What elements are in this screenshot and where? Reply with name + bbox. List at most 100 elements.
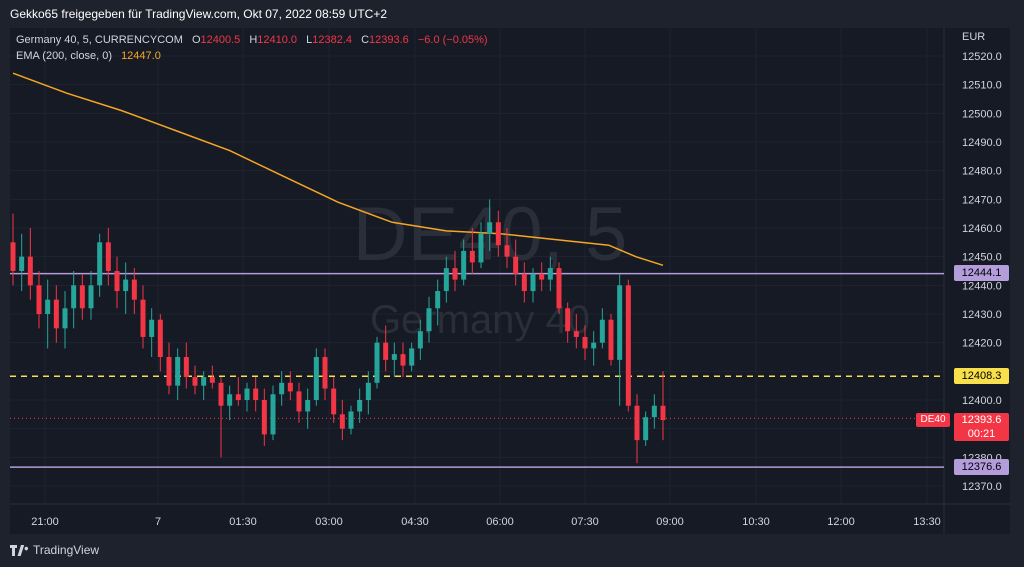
candle-body xyxy=(209,377,215,383)
candle-body xyxy=(400,354,406,366)
candle-body xyxy=(88,285,94,309)
candle-body xyxy=(391,354,397,360)
time-tick-label: 7 xyxy=(155,516,161,528)
candle-body xyxy=(660,405,666,421)
price-tick-label: 12490.0 xyxy=(962,137,1002,149)
price-tag-mid-line: 12408.3 xyxy=(954,368,1009,384)
candle-body xyxy=(62,308,68,329)
legend-ema-label: EMA (200, close, 0) xyxy=(16,50,112,62)
candle-body xyxy=(244,388,250,400)
candle-body xyxy=(513,256,519,274)
candle-body xyxy=(530,273,536,292)
price-tick-label: 12500.0 xyxy=(962,108,1002,120)
candle-body xyxy=(287,382,293,392)
legend-close: 12393.6 xyxy=(369,34,409,46)
candle-body xyxy=(149,319,155,337)
time-tick-label: 01:30 xyxy=(229,516,257,528)
price-tick-label: 12430.0 xyxy=(962,309,1002,321)
candle-body xyxy=(521,273,527,292)
legend-low: 12382.4 xyxy=(312,34,352,46)
candle-body xyxy=(487,222,493,234)
candle-body xyxy=(123,279,129,292)
candle-body xyxy=(322,357,328,389)
tradingview-brand[interactable]: TradingView xyxy=(10,543,99,557)
time-tick-label: 07:30 xyxy=(571,516,599,528)
candle-body xyxy=(565,308,571,332)
candle-body xyxy=(504,245,510,257)
footer: TradingView xyxy=(0,534,1024,567)
candle-body xyxy=(166,357,172,386)
candle-body xyxy=(36,285,42,314)
candle-body xyxy=(227,394,233,406)
publish-text: Gekko65 freigegeben für TradingView.com,… xyxy=(10,7,388,21)
candle-body xyxy=(97,242,103,286)
candle-body xyxy=(591,342,597,349)
chart-legend: Germany 40, 5, CURRENCYCOM O12400.5 H124… xyxy=(16,32,488,64)
candle-body xyxy=(617,285,623,360)
ema-line xyxy=(12,72,664,267)
grid xyxy=(10,28,1010,534)
price-tag-upper-line: 12444.1 xyxy=(954,265,1009,281)
candle-body xyxy=(235,394,241,400)
candle-body xyxy=(573,331,579,337)
candle-body xyxy=(45,299,51,314)
candle-body xyxy=(175,357,181,386)
legend-ema-value: 12447.0 xyxy=(121,50,161,62)
time-tick-label: 13:30 xyxy=(913,516,941,528)
candle-body xyxy=(625,285,631,406)
candle-body xyxy=(374,342,380,383)
candle-body xyxy=(495,222,501,246)
candle-body xyxy=(417,331,423,349)
candle-body xyxy=(547,268,553,280)
current-price-tag: 12393.6 00:21 xyxy=(954,413,1009,441)
candle-body xyxy=(643,417,649,441)
bar-countdown: 00:21 xyxy=(967,428,996,440)
candle-body xyxy=(469,250,475,263)
candle-body xyxy=(105,242,111,271)
candle-body xyxy=(599,319,605,343)
candle-body xyxy=(157,319,163,357)
price-tick-label: 12510.0 xyxy=(962,80,1002,92)
candle-body xyxy=(201,377,207,386)
ema-200-line xyxy=(12,72,664,267)
candle-body xyxy=(383,342,389,360)
current-price: 12393.6 xyxy=(961,414,1002,426)
price-tick-label: 12520.0 xyxy=(962,51,1002,63)
price-tick-label: 12420.0 xyxy=(962,338,1002,350)
candle-body xyxy=(19,256,25,271)
time-axis: 21:00 7 01:30 03:00 04:30 06:00 07:30 09:00 10:3… xyxy=(31,516,941,528)
price-tick-label: 12460.0 xyxy=(962,223,1002,235)
tradingview-logo-icon xyxy=(10,544,28,556)
candle-body xyxy=(651,405,657,418)
candle-body xyxy=(339,414,345,429)
candle-body xyxy=(556,268,562,309)
candle-body xyxy=(634,405,640,441)
price-tick-label: 12370.0 xyxy=(962,481,1002,493)
price-tick-label: 12470.0 xyxy=(962,194,1002,206)
legend-l-label: L xyxy=(306,34,313,46)
price-tick-label: 12480.0 xyxy=(962,166,1002,178)
symbol-tag: DE40 xyxy=(916,413,950,427)
chart-pane[interactable]: DE40, 5 Germany 40 12370.012380.012390.0… xyxy=(10,28,1010,534)
candle-body xyxy=(10,242,16,271)
time-tick-label: 12:00 xyxy=(827,516,855,528)
candle-body xyxy=(305,400,311,412)
candle-body xyxy=(79,285,85,309)
chart-canvas[interactable]: DE40, 5 Germany 40 12370.012380.012390.0… xyxy=(10,28,1010,534)
candle-body xyxy=(582,336,588,349)
tradingview-brand-text: TradingView xyxy=(33,543,100,557)
time-tick-label: 10:30 xyxy=(742,516,770,528)
candle-body xyxy=(131,279,137,300)
candle-body xyxy=(140,299,146,337)
price-tick-label: 12440.0 xyxy=(962,280,1002,292)
candle-body xyxy=(478,233,484,263)
candle-body xyxy=(357,400,363,412)
candle-body xyxy=(443,268,449,292)
candle-body xyxy=(183,357,189,378)
legend-h-label: H xyxy=(249,34,258,46)
candle-body xyxy=(426,308,432,332)
time-tick-label: 04:30 xyxy=(401,516,429,528)
candle-body xyxy=(608,319,614,360)
candles xyxy=(10,199,666,464)
candle-body xyxy=(253,388,259,400)
